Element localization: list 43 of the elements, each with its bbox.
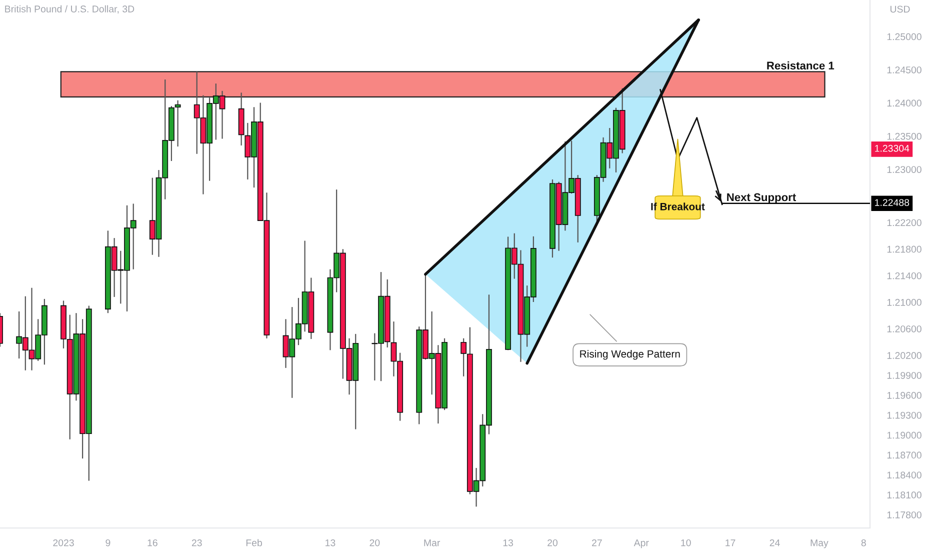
x-tick-label: 13 <box>326 539 336 546</box>
y-tick-label: 1.19600 <box>887 392 922 399</box>
x-tick-label: 23 <box>192 539 202 546</box>
annotation: 1.23304 <box>875 144 910 152</box>
x-tick-label: Mar <box>424 539 440 546</box>
y-tick-label: 1.22200 <box>887 219 922 226</box>
y-tick-label: 1.24500 <box>887 66 922 74</box>
y-tick-label: 1.18100 <box>887 492 922 498</box>
y-tick-label: 1.25000 <box>887 33 922 40</box>
annotation: Rising Wedge Pattern <box>580 350 680 360</box>
y-tick-label: 1.24000 <box>887 100 922 107</box>
x-tick-label: Feb <box>246 539 262 546</box>
y-tick-label: 1.21000 <box>887 298 922 306</box>
x-tick-label: Apr <box>634 539 649 548</box>
x-tick-label: 8 <box>861 539 866 546</box>
y-tick-label: 1.20600 <box>887 325 922 332</box>
y-tick-label: 1.23500 <box>887 132 922 140</box>
y-tick-label: 1.17800 <box>887 511 922 518</box>
y-tick-label: 1.21400 <box>887 272 922 280</box>
y-tick-label: 1.21800 <box>887 246 922 253</box>
x-tick-label: 17 <box>726 539 736 546</box>
y-tick-label: 1.19900 <box>887 372 922 379</box>
x-tick-label: 9 <box>106 539 110 546</box>
y-axis-title: USD <box>890 6 910 13</box>
x-tick-label: May <box>810 539 828 548</box>
y-tick-label: 1.19300 <box>887 412 922 419</box>
x-tick-label: 20 <box>548 539 558 546</box>
x-tick-label: 2023 <box>53 539 74 546</box>
y-tick-label: 1.18400 <box>887 472 922 478</box>
x-tick-label: 20 <box>370 539 380 546</box>
chart-title: British Pound / U.S. Dollar, 3D <box>5 5 134 14</box>
y-tick-label: 1.20200 <box>887 352 922 359</box>
x-tick-label: 10 <box>681 539 691 546</box>
x-tick-label: 13 <box>503 539 514 546</box>
ref-line-label: Next Support <box>727 193 796 204</box>
y-tick-label: 1.18700 <box>887 452 922 459</box>
x-tick-label: 27 <box>592 539 602 546</box>
x-tick-label: 24 <box>770 539 780 546</box>
band-label: Resistance 1 <box>767 61 834 70</box>
x-tick-label: 16 <box>148 539 158 546</box>
y-tick-label: 1.23000 <box>887 166 922 173</box>
annotation: 1.22488 <box>875 199 910 206</box>
y-tick-label: 1.19000 <box>887 432 922 439</box>
